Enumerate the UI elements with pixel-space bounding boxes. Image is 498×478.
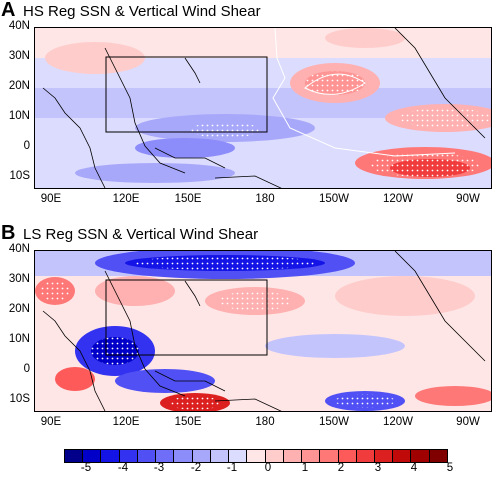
colorbar-label-3: 3 <box>374 462 382 474</box>
colorbar-segment <box>83 450 102 462</box>
colorbar-label-m2: -2 <box>190 462 202 474</box>
colorbar-label-4: 4 <box>410 462 418 474</box>
panel-a-lat-40n: 40N <box>8 20 30 32</box>
colorbar-segment <box>247 450 266 462</box>
colorbar-segment <box>374 450 394 462</box>
colorbar-segment <box>429 450 447 462</box>
colorbar-label-m5: -5 <box>80 462 92 474</box>
colorbar <box>64 449 448 463</box>
colorbar-label-0: 0 <box>264 462 272 474</box>
panel-a-lat-20n: 20N <box>8 80 30 92</box>
panel-a-lat-0: 0 <box>23 140 30 152</box>
colorbar-segment <box>265 450 284 462</box>
panel-b-lon-120w: 120W <box>382 416 414 428</box>
colorbar-label-5: 5 <box>446 462 454 474</box>
panel-a-field <box>35 28 491 188</box>
colorbar-segment <box>283 450 303 462</box>
panel-b-lon-180: 180 <box>255 416 275 428</box>
panel-b-lon-150w: 150W <box>318 416 350 428</box>
panel-b-lon-120e: 120E <box>112 416 140 428</box>
colorbar-segment <box>137 450 157 462</box>
panel-a-title: HS Reg SSN & Vertical Wind Shear <box>23 3 261 20</box>
panel-a-lon-90e: 90E <box>40 193 62 205</box>
panel-a-lon-120e: 120E <box>112 193 140 205</box>
colorbar-label-2: 2 <box>337 462 345 474</box>
colorbar-segment <box>320 450 339 462</box>
colorbar-segment <box>411 450 430 462</box>
colorbar-segment <box>210 450 230 462</box>
panel-b-lon-90w: 90W <box>456 416 480 428</box>
colorbar-segment <box>119 450 138 462</box>
panel-b-lat-30n: 30N <box>8 273 30 285</box>
panel-b-lon-90e: 90E <box>40 416 62 428</box>
panel-b-field <box>35 251 491 411</box>
panel-a-lon-90w: 90W <box>456 193 480 205</box>
panel-a-lon-150e: 150E <box>174 193 202 205</box>
panel-b-lat-20n: 20N <box>8 303 30 315</box>
panel-b-lat-10s: 10S <box>9 393 30 405</box>
colorbar-label-m3: -3 <box>153 462 165 474</box>
colorbar-segment <box>101 450 120 462</box>
colorbar-segment <box>356 450 375 462</box>
colorbar-label-m4: -4 <box>117 462 129 474</box>
panel-b-map <box>34 250 492 412</box>
panel-b-lat-10n: 10N <box>8 333 30 345</box>
panel-b-lon-150e: 150E <box>174 416 202 428</box>
panel-a-map <box>34 27 492 189</box>
panel-a-letter: A <box>1 0 16 21</box>
colorbar-segment <box>192 450 211 462</box>
colorbar-segment <box>393 450 412 462</box>
colorbar-segment <box>156 450 175 462</box>
colorbar-segment <box>302 450 321 462</box>
panel-a-lat-30n: 30N <box>8 50 30 62</box>
colorbar-segment <box>65 450 84 462</box>
panel-b-lat-0: 0 <box>23 363 30 375</box>
panel-a-lon-120w: 120W <box>382 193 414 205</box>
panel-a-lat-10n: 10N <box>8 110 30 122</box>
colorbar-label-1: 1 <box>301 462 309 474</box>
panel-a-lon-150w: 150W <box>318 193 350 205</box>
panel-a-lon-180: 180 <box>255 193 275 205</box>
colorbar-label-m1: -1 <box>226 462 238 474</box>
panel-b-title: LS Reg SSN & Vertical Wind Shear <box>23 226 259 243</box>
panel-b-lat-40n: 40N <box>8 243 30 255</box>
panel-a-lat-10s: 10S <box>9 170 30 182</box>
colorbar-segment <box>229 450 248 462</box>
colorbar-segment <box>174 450 193 462</box>
colorbar-segment <box>338 450 357 462</box>
panel-b-letter: B <box>1 222 16 244</box>
